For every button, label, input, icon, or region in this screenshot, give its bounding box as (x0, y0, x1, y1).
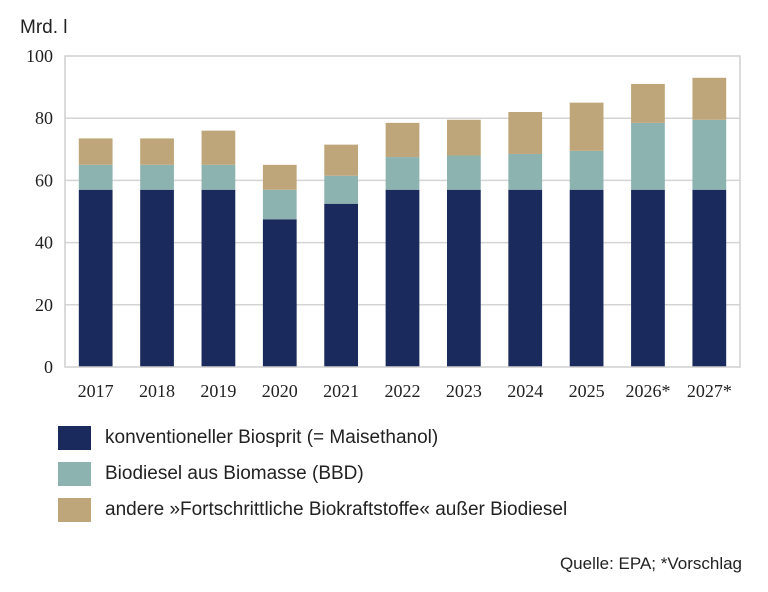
bar-segment-advanced (631, 83, 665, 123)
bar-segment-conventional (201, 189, 236, 367)
x-tick-label: 2027* (687, 381, 732, 401)
bar-segment-conventional (324, 203, 359, 367)
bar-segment-conventional (692, 189, 727, 367)
bar-segment-bbd (262, 189, 297, 220)
bar-segment-advanced (569, 102, 604, 151)
bar-segment-conventional (569, 189, 604, 367)
stacked-bar-chart: Mrd. l 0 20 40 60 80 100 2017 2018 2019 2020 2021… (20, 17, 741, 401)
y-tick-label: 40 (35, 233, 53, 253)
y-tick-label: 80 (35, 108, 53, 128)
y-axis-unit-label: Mrd. l (20, 17, 68, 38)
bar-segment-bbd (692, 119, 727, 190)
bar-segment-bbd (385, 157, 420, 190)
bar-segment-conventional (140, 189, 174, 367)
x-tick-label: 2017 (78, 381, 114, 401)
y-tick-label: 60 (35, 170, 53, 190)
bar-segment-bbd (631, 122, 665, 190)
bar-segment-advanced (385, 122, 420, 158)
x-tick-label: 2019 (200, 381, 236, 401)
plot-frame (64, 55, 741, 368)
bar-segment-conventional (385, 189, 420, 367)
x-tick-label: 2022 (385, 381, 421, 401)
bar-segment-advanced (201, 130, 236, 165)
bar-segment-advanced (262, 164, 297, 190)
y-tick-labels: 0 20 40 60 80 100 (26, 46, 53, 377)
legend-label-conventional: konventioneller Biosprit (= Maisethanol) (105, 427, 439, 448)
bar-segment-advanced (508, 111, 543, 154)
x-tick-label: 2021 (323, 381, 359, 401)
bar-segment-bbd (78, 164, 113, 190)
y-tick-label: 100 (26, 46, 53, 66)
legend-label-bbd: Biodiesel aus Biomasse (BBD) (105, 463, 364, 484)
bar-segment-advanced (446, 119, 481, 156)
y-tick-label: 0 (44, 357, 53, 377)
bar-segment-conventional (631, 189, 665, 367)
x-tick-label: 2025 (569, 381, 605, 401)
bar-segment-bbd (508, 153, 543, 190)
x-tick-label: 2026* (625, 381, 670, 401)
y-tick-label: 20 (35, 295, 53, 315)
x-tick-label: 2024 (507, 381, 543, 401)
legend-item-advanced: andere »Fortschrittliche Biokraftstoffe«… (58, 492, 567, 528)
bar-segment-advanced (692, 77, 727, 120)
bar-segment-conventional (508, 189, 543, 367)
bar-segment-bbd (201, 164, 236, 190)
bar-segment-bbd (324, 175, 359, 204)
bar-segment-conventional (446, 189, 481, 367)
bar-segment-advanced (78, 138, 113, 165)
legend-swatch-advanced (58, 498, 91, 522)
bar-segment-advanced (140, 138, 174, 165)
legend-label-advanced: andere »Fortschrittliche Biokraftstoffe«… (105, 499, 568, 520)
bar-segment-bbd (446, 155, 481, 190)
bar-segment-conventional (262, 219, 297, 367)
bars (78, 77, 727, 367)
legend-item-bbd: Biodiesel aus Biomasse (BBD) (58, 456, 567, 492)
bar-segment-advanced (324, 144, 359, 176)
legend-swatch-conventional (58, 426, 91, 450)
legend-swatch-bbd (58, 462, 91, 486)
bar-segment-bbd (140, 164, 174, 190)
x-tick-labels: 2017 2018 2019 2020 2021 2022 2023 2024 2025 2026… (78, 381, 732, 401)
source-note: Quelle: EPA; *Vorschlag (559, 554, 742, 573)
bar-segment-conventional (78, 189, 113, 367)
bar-segment-bbd (569, 150, 604, 190)
x-tick-label: 2023 (446, 381, 482, 401)
legend-item-conventional: konventioneller Biosprit (= Maisethanol) (58, 420, 567, 456)
x-tick-label: 2020 (262, 381, 298, 401)
legend: konventioneller Biosprit (= Maisethanol)… (58, 420, 567, 528)
x-tick-label: 2018 (139, 381, 175, 401)
